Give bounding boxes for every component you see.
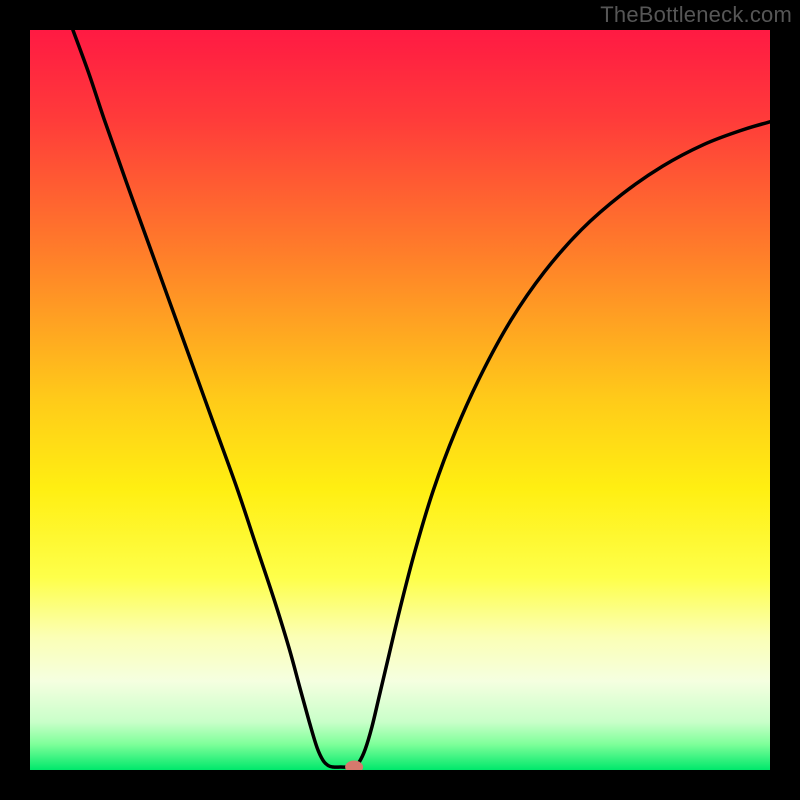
chart-background — [30, 30, 770, 770]
chart-container: TheBottleneck.com — [0, 0, 800, 800]
bottleneck-curve-chart — [30, 30, 770, 770]
watermark-text: TheBottleneck.com — [600, 2, 792, 28]
